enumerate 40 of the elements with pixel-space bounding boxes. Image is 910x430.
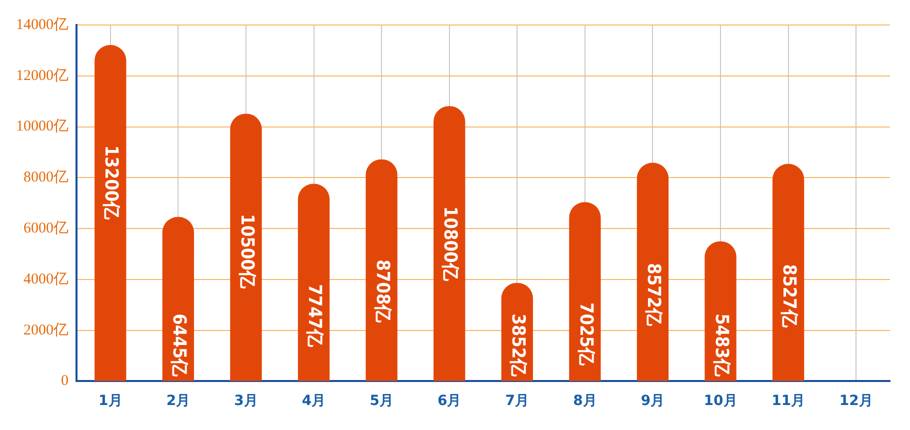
x-tick-label: 5月	[370, 393, 394, 410]
data-label: 10800亿	[440, 206, 461, 282]
x-tick-label: 9月	[640, 393, 665, 410]
y-tick-label: 0	[61, 373, 68, 390]
data-label: 8708亿	[372, 260, 393, 324]
x-tick-label: 8月	[573, 393, 597, 410]
bar	[94, 45, 126, 382]
y-tick-label: 14000亿	[16, 16, 68, 33]
data-label: 7025亿	[575, 302, 596, 367]
data-label: 8527亿	[778, 264, 800, 328]
data-label: 13200亿	[100, 145, 122, 221]
data-label: 5483亿	[710, 314, 732, 378]
x-tick-label: 7月	[505, 393, 530, 410]
x-tick-label: 6月	[437, 393, 462, 410]
x-tick-label: 11月	[772, 393, 806, 410]
bar	[569, 202, 601, 382]
bar	[434, 106, 466, 382]
x-tick-label: 10月	[704, 393, 738, 410]
y-tick-label: 12000亿	[16, 68, 68, 84]
bar	[636, 162, 669, 382]
y-tick-label: 6000亿	[24, 220, 68, 236]
y-tick-label: 8000亿	[24, 170, 68, 186]
bar	[230, 114, 262, 382]
data-label: 6445亿	[168, 314, 190, 378]
data-label: 3852亿	[507, 314, 528, 378]
data-label: 8572亿	[643, 263, 664, 328]
bar	[298, 184, 330, 382]
y-tick-label: 4000亿	[24, 271, 68, 288]
x-tick-label: 2月	[166, 393, 190, 410]
bar	[772, 164, 804, 382]
x-tick-label: 1月	[98, 393, 122, 410]
x-tick-label: 4月	[302, 393, 326, 410]
data-label: 10500亿	[236, 214, 258, 290]
y-tick-label: 2000亿	[24, 322, 68, 338]
x-tick-label: 12月	[839, 393, 873, 410]
bar	[366, 159, 398, 382]
data-label: 7747亿	[304, 284, 326, 348]
bar	[162, 216, 194, 382]
x-tick-label: 3月	[234, 393, 258, 410]
y-tick-label: 10000亿	[16, 118, 68, 135]
